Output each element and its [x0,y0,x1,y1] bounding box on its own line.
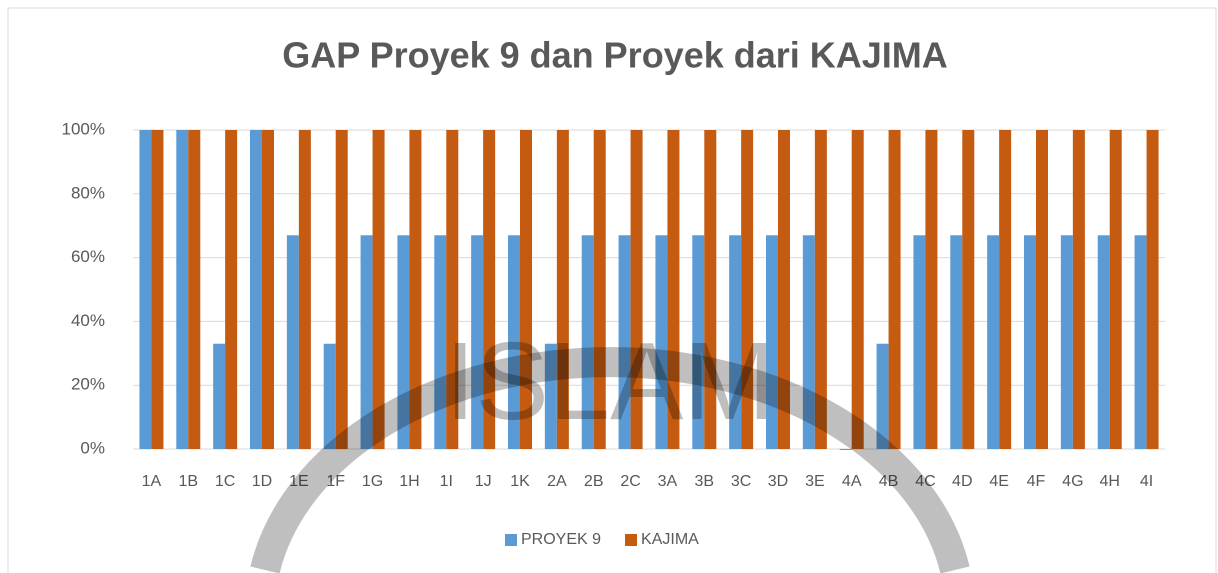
x-tick-label: 3E [805,473,825,490]
bar [876,343,889,449]
bar [667,130,680,449]
bar [987,235,1000,449]
bar [397,235,410,449]
bar [778,130,790,449]
bar [188,130,201,449]
x-tick-label: 1K [510,473,530,490]
x-tick-label: 2B [584,473,604,490]
bar [556,130,569,449]
x-tick-label: 1G [362,473,383,490]
x-tick-label: 1C [215,473,235,490]
x-tick-label: 4D [952,473,972,490]
bar [520,130,532,449]
bar [851,130,864,449]
x-tick-label: 3A [658,473,678,490]
bar [225,130,238,449]
legend-swatch [625,534,638,546]
bar [1036,130,1048,449]
x-tick-label: 1F [326,473,345,490]
legend-label: KAJIMA [641,531,699,548]
bar [655,235,668,449]
x-tick-label: 4F [1027,473,1046,490]
bar [618,235,631,449]
bar [962,130,975,449]
x-tick-label: 4E [989,473,1009,490]
bar [372,130,385,449]
x-tick-label: 1A [142,473,162,490]
y-tick-label: 100% [62,119,105,138]
bar [802,235,815,449]
bar [508,235,520,449]
bar [1109,130,1122,449]
x-tick-label: 1H [399,473,419,490]
bar [298,130,311,449]
x-tick-label: 3D [768,473,788,490]
bar [360,235,373,449]
bar [1097,235,1110,449]
bar [729,235,742,449]
x-tick-label: 4C [915,473,935,490]
bar [999,130,1012,449]
watermark-arc [250,347,970,573]
bar [1072,130,1085,449]
bar [213,343,226,449]
x-tick-label: 4G [1062,473,1083,490]
bar [483,130,496,449]
x-tick-label: 4A [842,473,862,490]
bar [323,343,336,449]
y-tick-label: 20% [71,375,105,394]
x-tick-label: 1D [252,473,272,490]
chart-title: GAP Proyek 9 dan Proyek dari KAJIMA [282,35,948,76]
bar [766,235,778,449]
x-tick-label: 1J [475,473,492,490]
bar [1146,130,1159,449]
y-tick-label: 40% [71,311,105,330]
legend-swatch [505,534,517,546]
x-tick-label: 2C [620,473,640,490]
bar [581,235,594,449]
y-tick-label: 80% [71,183,105,202]
bar [630,130,643,449]
chart-border [7,7,1217,573]
x-tick-label: 1E [289,473,309,490]
bar [925,130,938,449]
bar [262,130,274,449]
x-tick-label: 3B [694,473,714,490]
bar [286,235,299,449]
bar [335,130,348,449]
bar [741,130,754,449]
bar [950,235,963,449]
x-tick-label: 3C [731,473,751,490]
watermark: ISLAM [445,320,775,443]
bar [704,130,717,449]
legend-label: PROYEK 9 [521,531,601,548]
bar [446,130,459,449]
bar [913,235,926,449]
bar [814,130,827,449]
bar [434,235,447,449]
x-tick-label: 1B [178,473,198,490]
x-tick-label: 4B [879,473,899,490]
x-tick-label: 4H [1099,473,1119,490]
bar [409,130,422,449]
bar [544,343,557,449]
bar [1060,235,1073,449]
bar [692,235,705,449]
bar [1024,235,1036,449]
bar [839,449,852,450]
bar [593,130,606,449]
bar [250,130,262,449]
x-tick-label: 4I [1140,473,1153,490]
bar [888,130,901,449]
bar [176,130,189,449]
bar [1134,235,1147,449]
y-tick-label: 0% [80,438,105,457]
bar [151,130,164,449]
x-tick-label: 2A [547,473,567,490]
y-tick-label: 60% [71,247,105,266]
bar [139,130,152,449]
x-tick-label: 1I [440,473,453,490]
bar [471,235,484,449]
